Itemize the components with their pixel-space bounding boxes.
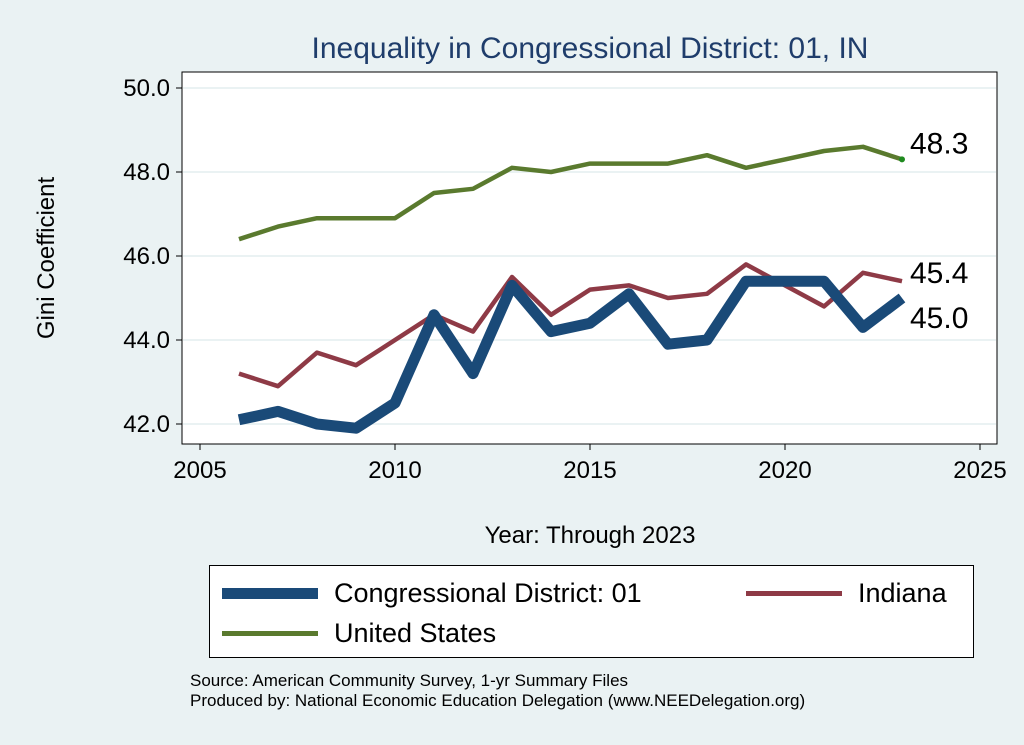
legend-item-indiana: Indiana: [746, 578, 947, 609]
legend-item-us: United States: [222, 618, 496, 649]
end-label-1: 45.4: [910, 257, 968, 290]
x-axis-label: Year: Through 2023: [485, 522, 696, 549]
legend-label-indiana: Indiana: [858, 578, 947, 608]
series-line-1: [238, 262, 903, 389]
line-chart: Inequality in Congressional District: 01…: [33, 32, 1007, 549]
x-tick-label: 2015: [563, 457, 616, 484]
x-tick-label: 2010: [368, 457, 421, 484]
legend: Congressional District: 01 Indiana Unite…: [209, 565, 974, 658]
series-lines: [237, 144, 906, 434]
y-tick-label: 46.0: [123, 243, 170, 270]
legend-swatch-indiana: [746, 591, 842, 596]
legend-item-district: Congressional District: 01: [222, 578, 642, 609]
legend-swatch-us: [222, 631, 318, 636]
x-axis-ticks: 2005 2010 2015 2020 2025: [173, 444, 1007, 484]
end-labels: 45.0 45.4 48.3: [910, 127, 968, 335]
series-line-0: [237, 275, 906, 434]
y-tick-label: 50.0: [123, 75, 170, 102]
plot-area: [181, 71, 998, 445]
y-tick-label: 44.0: [123, 327, 170, 354]
chart-title: Inequality in Congressional District: 01…: [312, 32, 869, 65]
source-note: Source: American Community Survey, 1-yr …: [190, 671, 805, 711]
y-axis-ticks: 42.0 44.0 46.0 48.0 50.0: [123, 75, 182, 438]
produced-by-line: Produced by: National Economic Education…: [190, 691, 806, 710]
y-tick-label: 42.0: [123, 411, 170, 438]
series-line-2: [238, 144, 903, 242]
grid-lines: [183, 87, 996, 425]
x-tick-label: 2005: [173, 457, 226, 484]
legend-label-us: United States: [334, 618, 497, 648]
source-line: Source: American Community Survey, 1-yr …: [190, 671, 629, 690]
legend-label-district: Congressional District: 01: [334, 578, 642, 608]
y-tick-label: 48.0: [123, 159, 170, 186]
end-label-2: 48.3: [910, 127, 968, 160]
x-tick-label: 2025: [953, 457, 1006, 484]
us-end-point: [899, 156, 905, 163]
x-tick-label: 2020: [758, 457, 811, 484]
y-axis-label: Gini Coefficient: [33, 177, 60, 340]
legend-swatch-district: [222, 588, 318, 599]
end-label-0: 45.0: [910, 302, 968, 335]
